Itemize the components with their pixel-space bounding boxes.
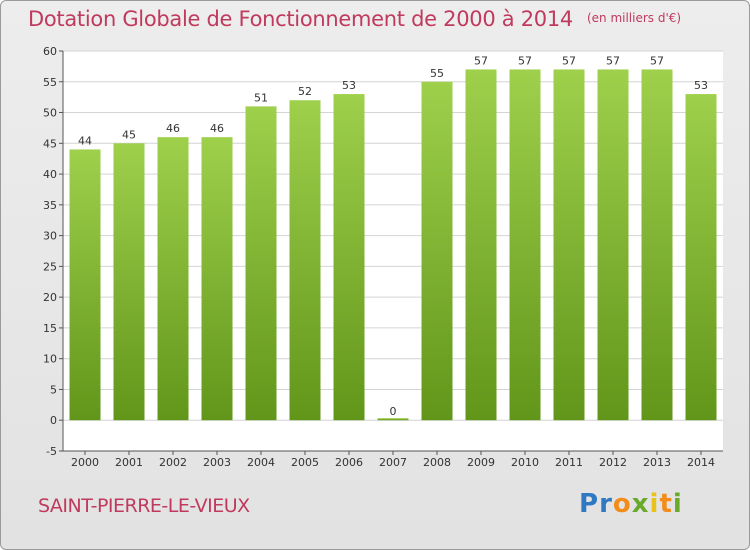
y-tick-label: 50	[43, 107, 57, 120]
y-tick-label: 20	[43, 291, 57, 304]
y-tick-label: 15	[43, 322, 57, 335]
bar-2000	[69, 149, 101, 421]
chart-unit: (en milliers d'€)	[586, 11, 682, 25]
bar-value-label: 57	[474, 54, 488, 67]
chart-title: Dotation Globale de Fonctionnement de 20…	[28, 7, 682, 31]
bar-2005	[289, 100, 321, 421]
bar-value-label: 46	[210, 122, 224, 135]
bar-2003	[201, 137, 233, 421]
bar-2009	[465, 69, 497, 421]
bar-2014	[685, 94, 717, 421]
bar-value-label: 45	[122, 128, 136, 141]
x-tick-label: 2006	[335, 456, 363, 469]
y-tick-label: 30	[43, 230, 57, 243]
bar-value-label: 53	[342, 79, 356, 92]
x-tick-label: 2002	[159, 456, 187, 469]
y-tick-label: 25	[43, 260, 57, 273]
x-tick-label: 2003	[203, 456, 231, 469]
y-tick-label: 60	[43, 45, 57, 58]
y-tick-label: 55	[43, 76, 57, 89]
x-tick-label: 2001	[115, 456, 143, 469]
y-tick-label: 40	[43, 168, 57, 181]
bar-value-label: 51	[254, 91, 268, 104]
bar-2002	[157, 137, 189, 421]
x-tick-label: 2004	[247, 456, 275, 469]
x-tick-label: 2010	[511, 456, 539, 469]
bar-2011	[553, 69, 585, 421]
bar-2010	[509, 69, 541, 421]
x-tick-label: 2012	[599, 456, 627, 469]
bar-value-label: 53	[694, 79, 708, 92]
bar-value-label: 0	[390, 405, 397, 418]
bar-value-label: 44	[78, 134, 92, 147]
x-tick-label: 2008	[423, 456, 451, 469]
bar-2008	[421, 81, 453, 421]
x-tick-label: 2007	[379, 456, 407, 469]
bar-value-label: 52	[298, 85, 312, 98]
bar-value-label: 57	[562, 54, 576, 67]
x-tick-label: 2000	[71, 456, 99, 469]
x-tick-label: 2011	[555, 456, 583, 469]
bar-2007	[377, 418, 409, 421]
y-tick-label: 0	[50, 414, 57, 427]
x-tick-label: 2005	[291, 456, 319, 469]
y-tick-label: 10	[43, 353, 57, 366]
bar-2012	[597, 69, 629, 421]
bar-value-label: 57	[650, 54, 664, 67]
bar-value-label: 57	[518, 54, 532, 67]
bar-value-label: 55	[430, 67, 444, 80]
proxiti-logo[interactable]: Proxiti	[579, 489, 683, 519]
bar-2006	[333, 94, 365, 421]
bar-2001	[113, 143, 145, 421]
bar-2004	[245, 106, 277, 421]
commune-name: SAINT-PIERRE-LE-VIEUX	[38, 495, 250, 517]
y-tick-label: 5	[50, 383, 57, 396]
y-tick-label: 45	[43, 137, 57, 150]
bar-2013	[641, 69, 673, 421]
x-tick-label: 2009	[467, 456, 495, 469]
bar-value-label: 57	[606, 54, 620, 67]
x-tick-label: 2013	[643, 456, 671, 469]
y-tick-label: 35	[43, 199, 57, 212]
x-tick-label: 2014	[687, 456, 715, 469]
y-tick-label: -5	[46, 445, 57, 458]
bar-value-label: 46	[166, 122, 180, 135]
